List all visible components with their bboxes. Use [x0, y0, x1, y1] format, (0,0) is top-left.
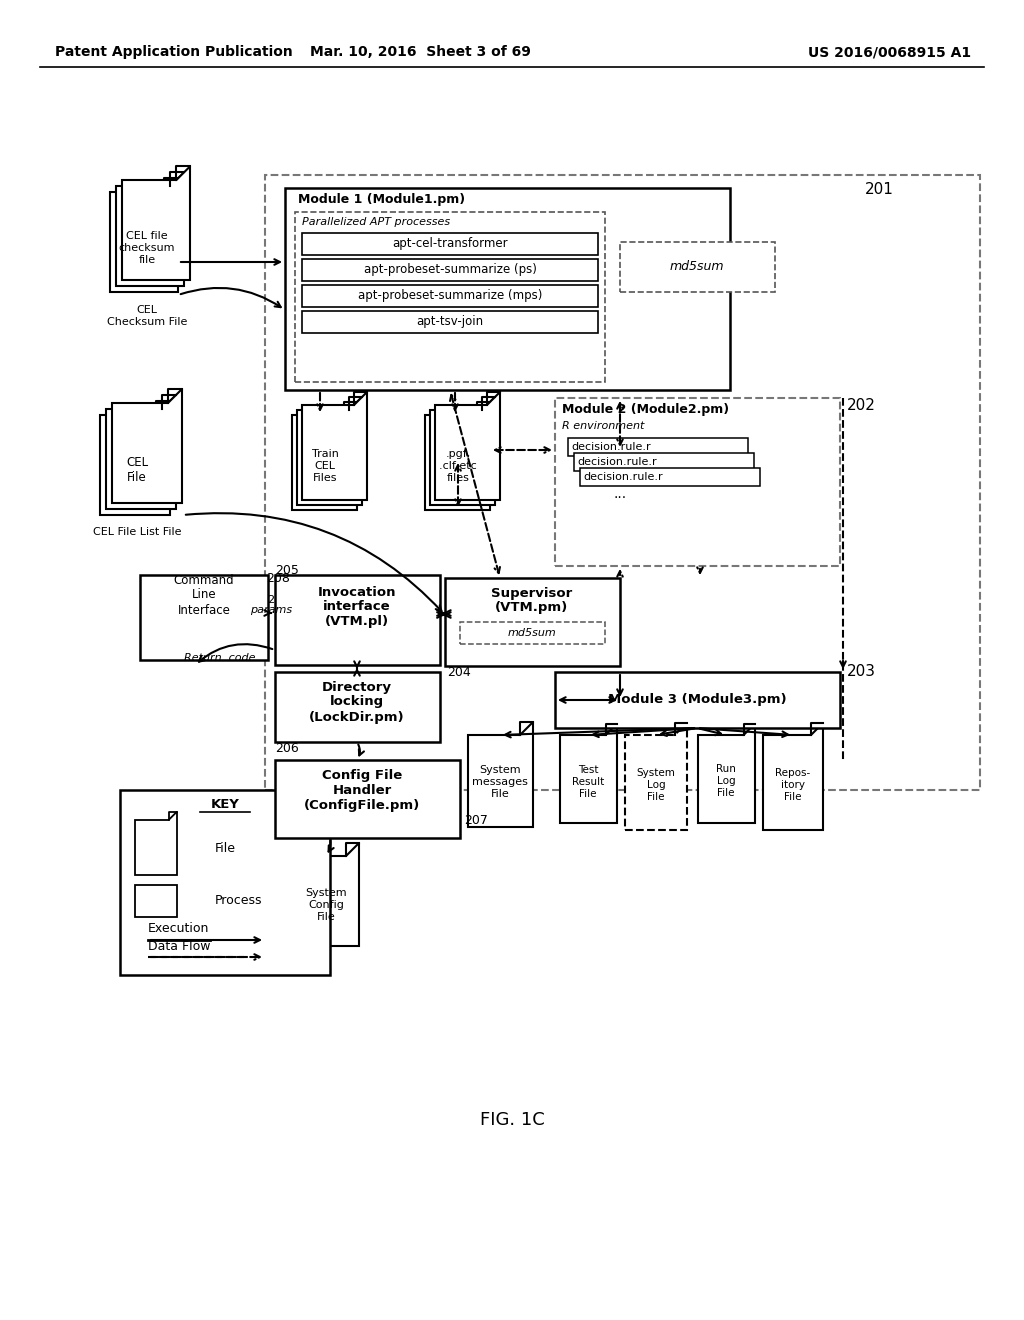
Text: System
messages
File: System messages File: [472, 766, 528, 799]
Text: decision.rule.r: decision.rule.r: [583, 473, 663, 482]
Polygon shape: [302, 392, 367, 500]
Polygon shape: [106, 395, 176, 510]
Bar: [445, 578, 620, 667]
Text: Return  code: Return code: [184, 653, 256, 663]
Polygon shape: [430, 397, 495, 506]
Polygon shape: [100, 401, 170, 515]
Text: 204: 204: [447, 667, 471, 680]
Polygon shape: [116, 173, 184, 286]
Text: Config File: Config File: [322, 770, 402, 783]
Text: Command
Line
Interface: Command Line Interface: [174, 573, 234, 616]
Text: md5sum: md5sum: [670, 260, 724, 273]
Text: (ConfigFile.pm): (ConfigFile.pm): [304, 800, 420, 813]
Bar: [302, 259, 598, 281]
Bar: [574, 453, 754, 471]
Text: R environment: R environment: [562, 421, 644, 432]
Bar: [275, 760, 460, 838]
Text: Handler: Handler: [333, 784, 391, 797]
Text: (VTM.pm): (VTM.pm): [496, 602, 568, 615]
Text: 205: 205: [275, 564, 299, 577]
Bar: [135, 884, 177, 917]
Polygon shape: [297, 397, 362, 506]
Text: KEY: KEY: [211, 799, 240, 812]
Bar: [275, 672, 440, 742]
Text: CEL File List File: CEL File List File: [93, 527, 181, 537]
Text: Supervisor: Supervisor: [492, 586, 572, 599]
Text: Parallelized APT processes: Parallelized APT processes: [302, 216, 451, 227]
Text: Train
CEL
Files: Train CEL Files: [311, 449, 339, 483]
Bar: [460, 622, 605, 644]
Text: Execution: Execution: [148, 923, 209, 936]
Bar: [302, 234, 598, 255]
Text: decision.rule.r: decision.rule.r: [571, 442, 650, 451]
Text: 2: 2: [267, 595, 274, 605]
Polygon shape: [560, 723, 617, 822]
Text: System
Config
File: System Config File: [305, 888, 347, 921]
Polygon shape: [698, 723, 755, 822]
Text: apt-cel-transformer: apt-cel-transformer: [392, 238, 508, 251]
Bar: [265, 176, 980, 789]
Bar: [302, 285, 598, 308]
Text: Run
Log
File: Run Log File: [716, 764, 736, 797]
Polygon shape: [122, 166, 190, 280]
Text: params: params: [250, 605, 292, 615]
Bar: [568, 438, 748, 455]
Text: FIG. 1C: FIG. 1C: [479, 1111, 545, 1129]
Text: apt-probeset-summarize (ps): apt-probeset-summarize (ps): [364, 264, 537, 276]
Polygon shape: [292, 403, 357, 510]
Text: md5sum: md5sum: [508, 628, 556, 638]
Bar: [285, 187, 730, 389]
Text: Directory: Directory: [322, 681, 392, 693]
Polygon shape: [110, 178, 178, 292]
Text: 207: 207: [464, 813, 487, 826]
Text: Data Flow: Data Flow: [148, 940, 211, 953]
Text: Repos-
itory
File: Repos- itory File: [775, 768, 811, 801]
Bar: [302, 312, 598, 333]
Text: (LockDir.pm): (LockDir.pm): [309, 710, 404, 723]
Text: interface: interface: [324, 601, 391, 614]
Polygon shape: [294, 843, 359, 946]
Text: apt-probeset-summarize (mps): apt-probeset-summarize (mps): [357, 289, 542, 302]
Text: Module 2 (Module2.pm): Module 2 (Module2.pm): [562, 404, 729, 417]
Polygon shape: [468, 722, 534, 828]
Bar: [140, 576, 268, 660]
Bar: [555, 399, 840, 566]
Text: decision.rule.r: decision.rule.r: [577, 457, 656, 467]
Bar: [120, 789, 330, 975]
Polygon shape: [425, 403, 490, 510]
Text: File: File: [215, 842, 236, 854]
Polygon shape: [763, 723, 823, 830]
Text: Module 1 (Module1.pm): Module 1 (Module1.pm): [298, 194, 465, 206]
Text: 203: 203: [847, 664, 876, 680]
Text: Invocation: Invocation: [317, 586, 396, 598]
Text: Patent Application Publication: Patent Application Publication: [55, 45, 293, 59]
Polygon shape: [625, 722, 687, 830]
Text: Module 3 (Module3.pm): Module 3 (Module3.pm): [607, 693, 786, 706]
Bar: [295, 213, 605, 381]
Polygon shape: [435, 392, 500, 500]
Text: CEL
Checksum File: CEL Checksum File: [106, 305, 187, 326]
Text: ...: ...: [613, 487, 627, 502]
Text: US 2016/0068915 A1: US 2016/0068915 A1: [808, 45, 972, 59]
Text: .pgf,
.clf etc
files: .pgf, .clf etc files: [439, 449, 477, 483]
Text: 208: 208: [266, 572, 290, 585]
Text: 201: 201: [865, 182, 894, 197]
Text: locking: locking: [330, 696, 384, 709]
Bar: [555, 672, 840, 729]
Bar: [620, 242, 775, 292]
Text: CEL
File: CEL File: [126, 455, 148, 484]
Text: Test
Result
File: Test Result File: [571, 766, 604, 799]
Text: apt-tsv-join: apt-tsv-join: [417, 315, 483, 329]
Polygon shape: [112, 389, 182, 503]
Text: System
Log
File: System Log File: [637, 768, 676, 801]
Bar: [580, 469, 760, 486]
Text: Process: Process: [215, 895, 262, 908]
Text: Mar. 10, 2016  Sheet 3 of 69: Mar. 10, 2016 Sheet 3 of 69: [309, 45, 530, 59]
Text: 206: 206: [275, 742, 299, 755]
Text: 202: 202: [847, 397, 876, 412]
Polygon shape: [135, 812, 177, 875]
Bar: [275, 576, 440, 665]
Text: (VTM.pl): (VTM.pl): [325, 615, 389, 628]
Text: CEL file
checksum
file: CEL file checksum file: [119, 231, 175, 264]
